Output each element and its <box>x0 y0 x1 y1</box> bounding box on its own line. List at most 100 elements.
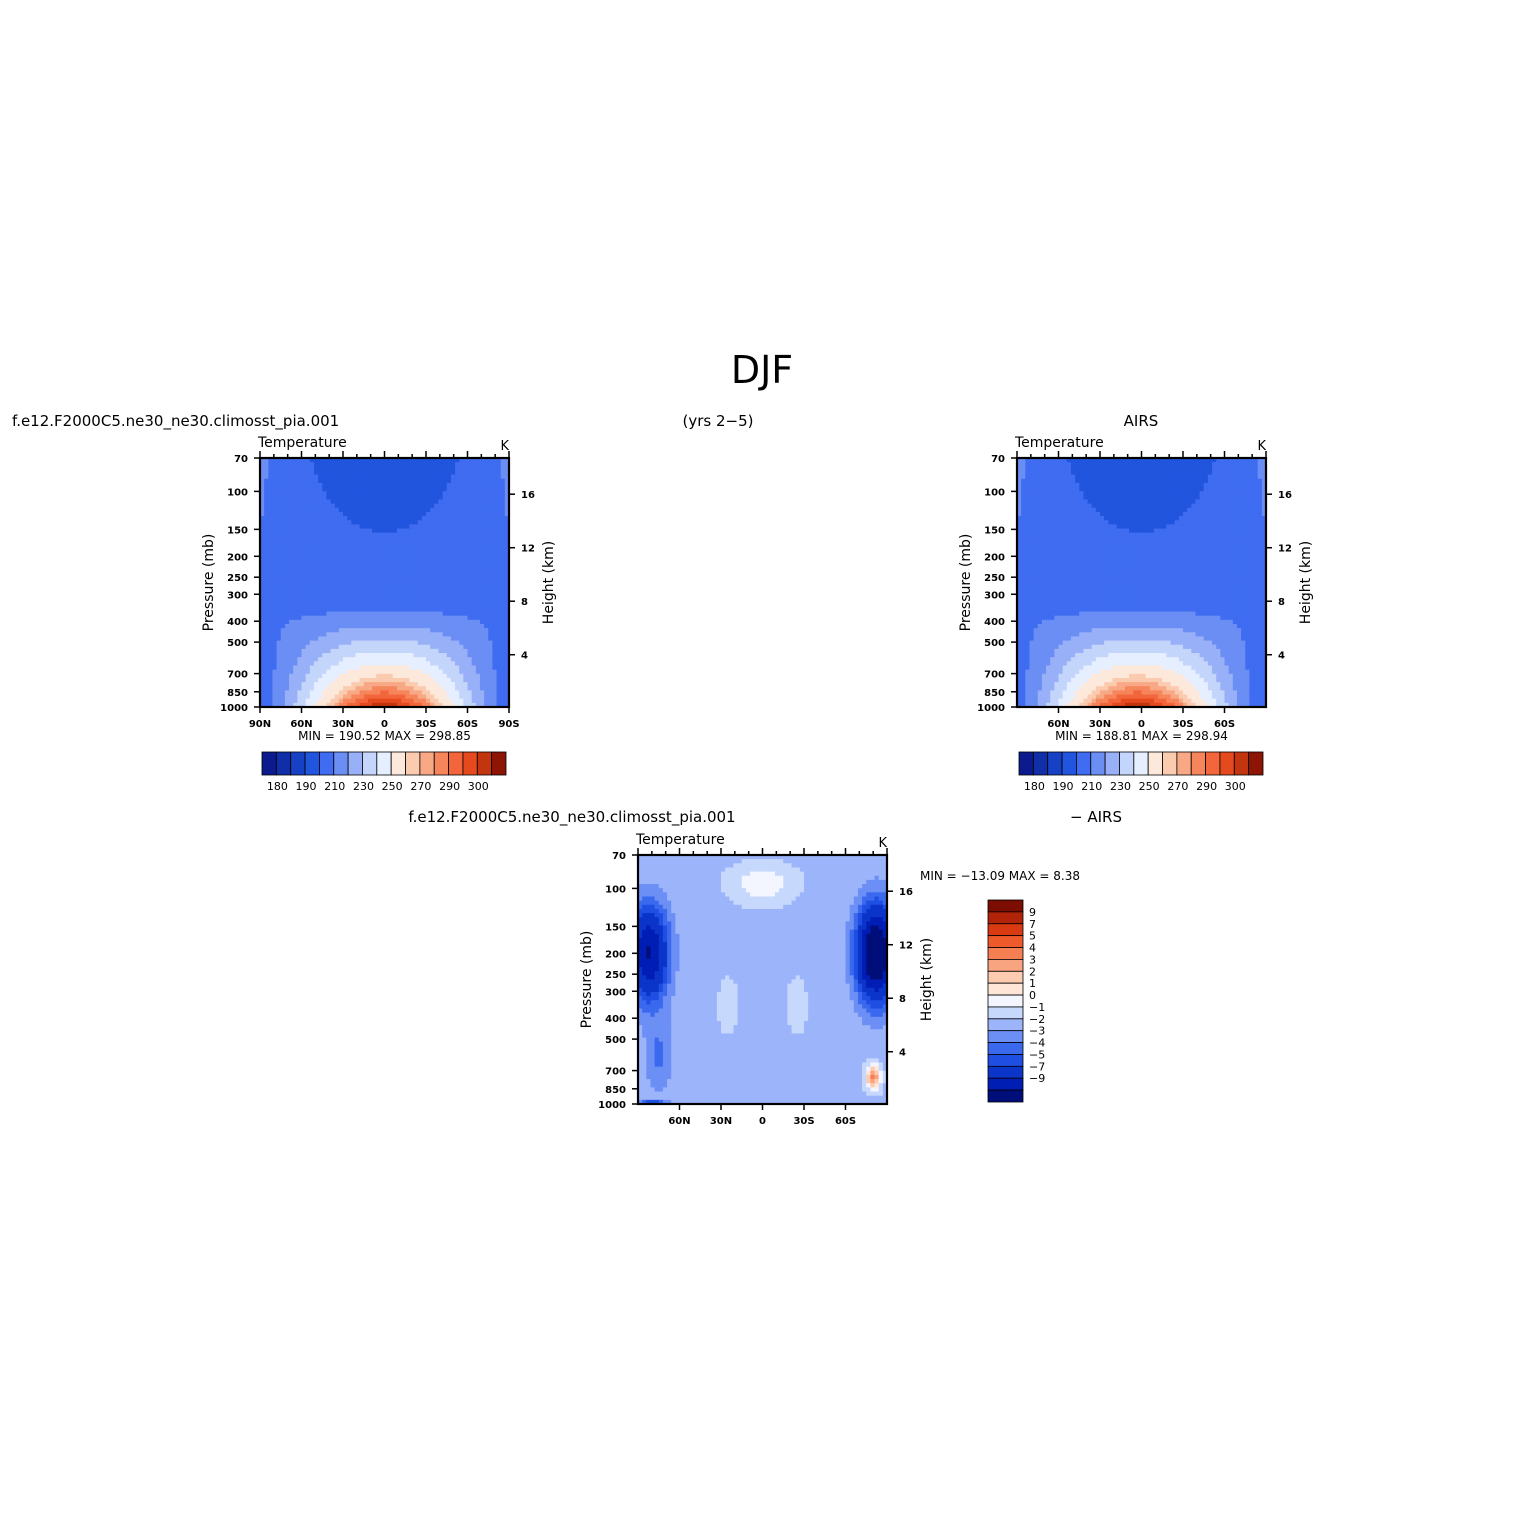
field-cell <box>446 582 452 588</box>
field-cell <box>334 491 340 496</box>
field-cell <box>380 499 386 505</box>
field-cell <box>430 495 435 501</box>
field-cell <box>484 491 489 496</box>
field-cell <box>359 619 365 625</box>
field-cell <box>1079 545 1084 550</box>
field-cell <box>467 557 473 563</box>
field-cell <box>347 578 352 584</box>
field-cell <box>1104 511 1109 517</box>
field-cell <box>322 478 327 484</box>
field-cell <box>388 578 394 584</box>
field-cell <box>284 632 290 638</box>
field-cell <box>401 516 406 521</box>
field-cell <box>268 516 274 521</box>
field-cell <box>459 491 464 496</box>
field-cell <box>392 582 398 588</box>
field-cell <box>280 561 286 567</box>
field-cell <box>1095 482 1101 488</box>
field-cell <box>388 565 394 571</box>
field-cell <box>417 574 423 579</box>
field-cell <box>396 524 402 530</box>
field-cell <box>1133 458 1138 463</box>
field-cell <box>355 628 361 633</box>
field-cell <box>1249 524 1255 530</box>
field-cell <box>322 682 327 687</box>
field-cell <box>347 549 352 555</box>
field-cell <box>446 673 452 679</box>
field-cell <box>363 615 369 621</box>
field-cell <box>1104 541 1109 546</box>
field-cell <box>1261 528 1267 534</box>
field-cell <box>492 657 498 662</box>
field-cell <box>504 677 510 683</box>
field-cell <box>450 648 456 654</box>
field-cell <box>1066 516 1072 521</box>
field-cell <box>347 553 352 559</box>
field-cell <box>463 657 469 662</box>
field-cell <box>1228 536 1234 542</box>
field-cell <box>1066 470 1072 476</box>
field-cell <box>1017 520 1022 525</box>
field-cell <box>484 648 489 654</box>
field-cell <box>492 466 498 472</box>
field-cell <box>276 462 282 467</box>
field-cell <box>1199 491 1205 496</box>
field-cell <box>455 503 460 509</box>
field-cell <box>1087 482 1093 488</box>
field-cell <box>1241 466 1246 472</box>
field-cell <box>1261 511 1267 517</box>
field-cell <box>1112 507 1118 513</box>
field-cell <box>326 462 332 467</box>
field-cell <box>376 653 381 658</box>
field-cell <box>376 686 381 691</box>
field-cell <box>326 466 332 472</box>
field-cell <box>372 495 377 501</box>
field-cell <box>293 458 298 463</box>
field-cell <box>363 653 369 658</box>
field-cell <box>1108 503 1114 509</box>
field-cell <box>301 582 307 588</box>
field-cell <box>1166 524 1172 530</box>
field-cell <box>330 561 336 567</box>
field-cell <box>1187 470 1192 476</box>
field-cell <box>338 528 344 534</box>
field-cell <box>1062 511 1068 517</box>
field-cell <box>388 474 394 480</box>
field-cell <box>479 578 485 584</box>
field-cell <box>297 690 303 696</box>
field-cell <box>289 507 294 513</box>
field-cell <box>280 607 286 613</box>
field-cell <box>1207 491 1213 496</box>
field-cell <box>1029 541 1035 546</box>
field-cell <box>442 673 448 679</box>
field-cell <box>479 686 485 691</box>
field-cell <box>1129 545 1134 550</box>
field-cell <box>1116 524 1122 530</box>
field-cell <box>384 653 390 658</box>
field-cell <box>343 644 348 650</box>
field-cell <box>384 599 390 604</box>
field-cell <box>1220 528 1226 534</box>
field-cell <box>1236 470 1242 476</box>
field-cell <box>380 570 386 575</box>
field-cell <box>301 632 307 638</box>
field-cell <box>446 466 452 472</box>
field-cell <box>1253 532 1259 538</box>
field-cell <box>1120 532 1126 538</box>
field-cell <box>1195 528 1201 534</box>
field-cell <box>1046 482 1051 488</box>
field-cell <box>260 632 265 638</box>
field-cell <box>392 628 398 633</box>
field-cell <box>479 557 485 563</box>
field-cell <box>343 590 348 596</box>
field-cell <box>1046 462 1051 467</box>
field-cell <box>326 541 332 546</box>
field-cell <box>1257 507 1263 513</box>
field-cell <box>463 495 469 501</box>
field-cell <box>1141 532 1147 538</box>
field-cell <box>401 574 406 579</box>
field-cell <box>467 545 473 550</box>
field-cell <box>417 615 423 621</box>
field-cell <box>421 503 427 509</box>
field-cell <box>1120 520 1126 525</box>
